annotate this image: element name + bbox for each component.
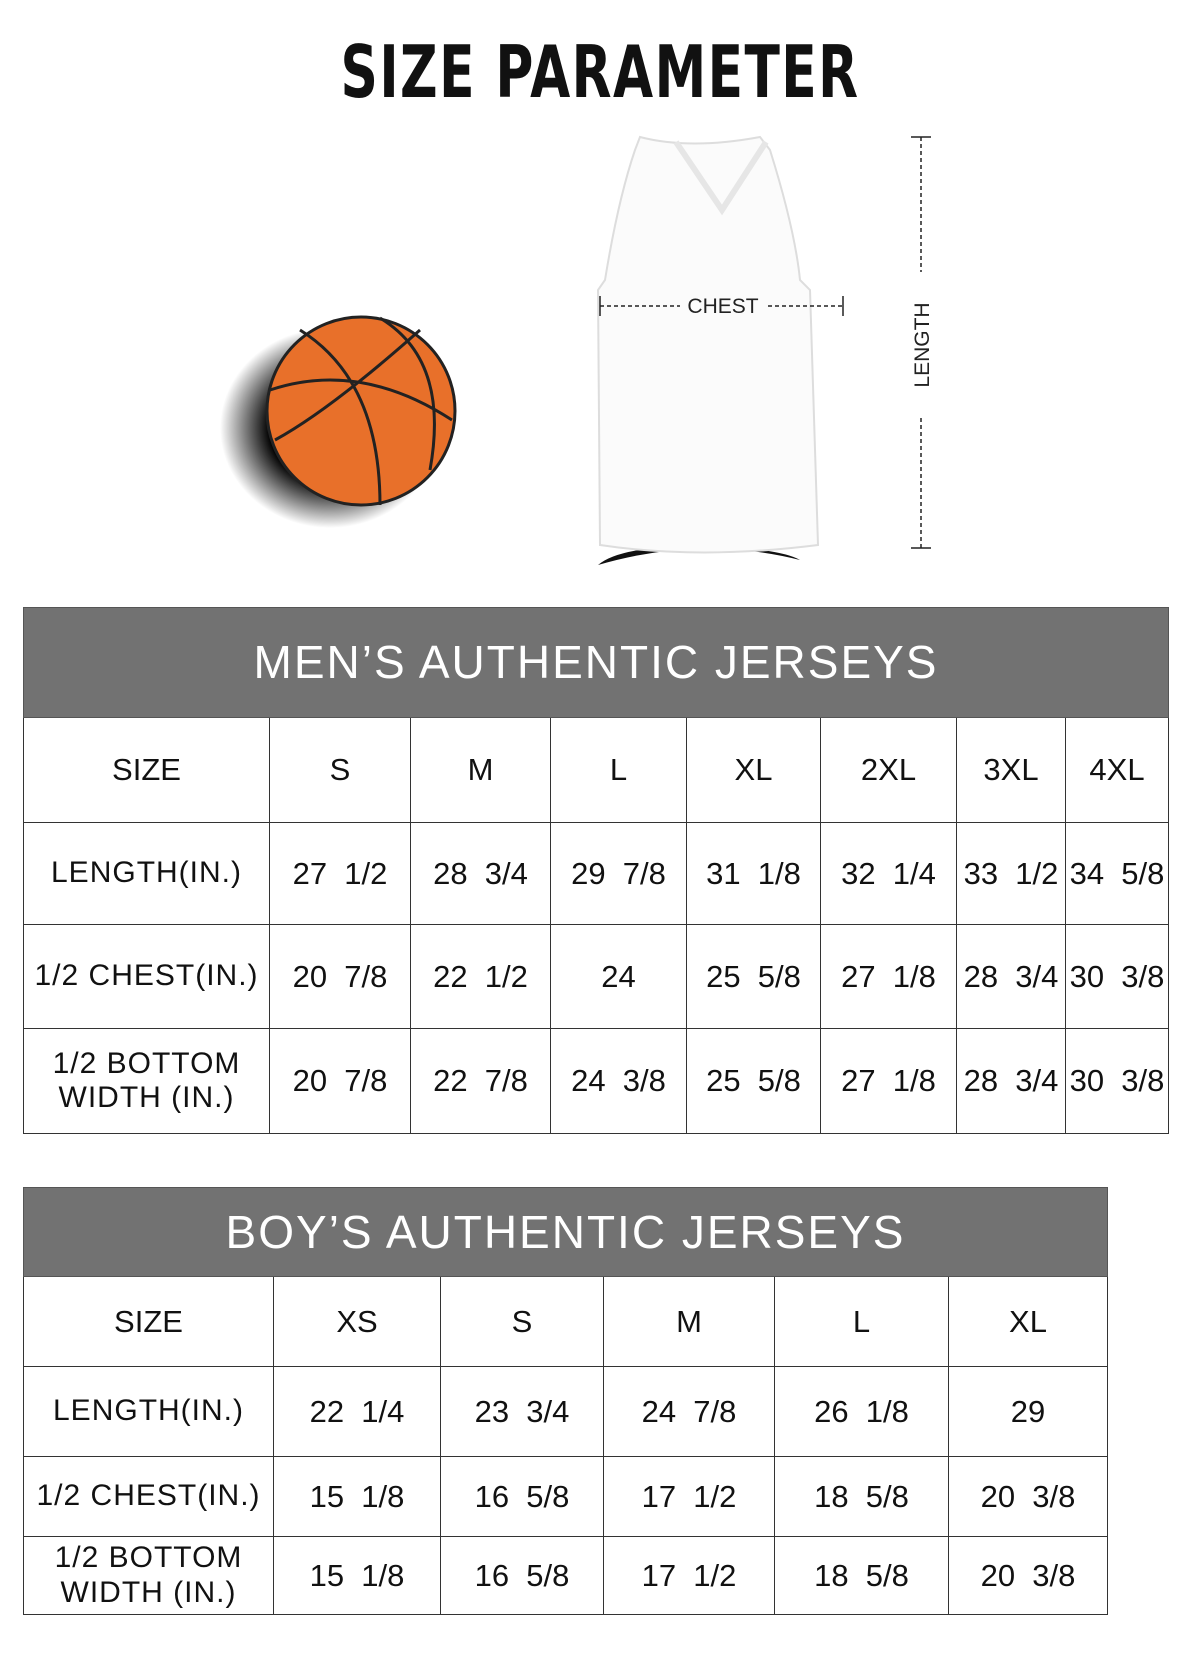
size-column-header: L <box>550 717 687 823</box>
measurement-cell: 22 1/4 <box>273 1366 441 1457</box>
table-row: 1/2 BOTTOM WIDTH (IN.) 15 1/8 16 5/8 17 1/2… <box>23 1536 1109 1615</box>
table-row: 1/2 CHEST(IN.) 15 1/8 16 5/8 17 1/2 18 5/8 20… <box>23 1456 1109 1537</box>
size-column-header: S <box>269 717 411 823</box>
table-row: 1/2 BOTTOM WIDTH (IN.) 20 7/8 22 7/8 24 3/8… <box>23 1028 1169 1134</box>
measurement-cell: 17 1/2 <box>603 1536 775 1615</box>
jersey-diagram: CHEST LENGTH <box>220 135 934 565</box>
measurement-cell: 27 1/8 <box>820 924 957 1029</box>
measurement-cell: 22 7/8 <box>410 1028 551 1134</box>
row-label: LENGTH(IN.) <box>23 1366 274 1457</box>
table-row: LENGTH(IN.) 22 1/4 23 3/4 24 7/8 26 1/8 29 <box>23 1366 1109 1457</box>
measurement-cell: 28 3/4 <box>956 924 1066 1029</box>
size-column-header: M <box>603 1276 775 1367</box>
measurement-cell: 17 1/2 <box>603 1456 775 1537</box>
row-label: 1/2 CHEST(IN.) <box>23 924 270 1029</box>
measurement-cell: 25 5/8 <box>686 924 821 1029</box>
mens-size-table: MEN’S AUTHENTIC JERSEYS SIZE S M L XL 2XL 3XL 4… <box>23 607 1169 1134</box>
measurement-cell: 24 7/8 <box>603 1366 775 1457</box>
size-column-header: XS <box>273 1276 441 1367</box>
measurement-cell: 24 <box>550 924 687 1029</box>
measurement-cell: 33 1/2 <box>956 822 1066 925</box>
chest-label: CHEST <box>687 295 758 318</box>
basketball-icon <box>220 315 457 528</box>
row-label: 1/2 CHEST(IN.) <box>23 1456 274 1537</box>
measurement-cell: 28 3/4 <box>956 1028 1066 1134</box>
measurement-cell: 20 3/8 <box>947 1456 1109 1537</box>
size-column-header: L <box>774 1276 949 1367</box>
measurement-cell: 32 1/4 <box>820 822 957 925</box>
boys-size-table: BOY’S AUTHENTIC JERSEYS SIZE XS S M L XL LENG… <box>22 1187 1109 1615</box>
measurement-cell: 27 1/2 <box>269 822 411 925</box>
size-header: SIZE <box>23 717 270 823</box>
measurement-cell: 22 1/2 <box>410 924 551 1029</box>
measurement-cell: 16 5/8 <box>440 1456 604 1537</box>
row-label: 1/2 BOTTOM WIDTH (IN.) <box>23 1536 274 1615</box>
size-column-header: 2XL <box>820 717 957 823</box>
mens-table-heading: MEN’S AUTHENTIC JERSEYS <box>23 607 1169 718</box>
row-label: 1/2 BOTTOM WIDTH (IN.) <box>23 1028 270 1134</box>
measurement-cell: 26 1/8 <box>774 1366 949 1457</box>
measurement-cell: 30 3/8 <box>1065 1028 1169 1134</box>
size-column-header: 4XL <box>1065 717 1169 823</box>
measurement-cell: 15 1/8 <box>273 1456 441 1537</box>
measurement-cell: 30 3/8 <box>1065 924 1169 1029</box>
measurement-cell: 23 3/4 <box>440 1366 604 1457</box>
size-column-header: XL <box>686 717 821 823</box>
jersey-image: CHEST <box>596 135 844 565</box>
length-indicator: LENGTH <box>911 136 934 549</box>
measurement-cell: 25 5/8 <box>686 1028 821 1134</box>
size-column-header: M <box>410 717 551 823</box>
boys-table-heading: BOY’S AUTHENTIC JERSEYS <box>22 1187 1109 1277</box>
measurement-cell: 15 1/8 <box>273 1536 441 1615</box>
measurement-cell: 20 3/8 <box>947 1536 1109 1615</box>
measurement-cell: 31 1/8 <box>686 822 821 925</box>
measurement-cell: 16 5/8 <box>440 1536 604 1615</box>
page-title: SIZE PARAMETER <box>340 30 860 114</box>
measurement-cell: 29 7/8 <box>550 822 687 925</box>
measurement-cell: 28 3/4 <box>410 822 551 925</box>
measurement-cell: 24 3/8 <box>550 1028 687 1134</box>
table-row: LENGTH(IN.) 27 1/2 28 3/4 29 7/8 31 1/8 32 1/… <box>23 822 1169 925</box>
table-row: 1/2 CHEST(IN.) 20 7/8 22 1/2 24 25 5/8 27 1/8… <box>23 924 1169 1029</box>
row-label: LENGTH(IN.) <box>23 822 270 925</box>
measurement-cell: 27 1/8 <box>820 1028 957 1134</box>
length-label: LENGTH <box>911 302 934 387</box>
size-column-header: S <box>440 1276 604 1367</box>
size-header: SIZE <box>23 1276 274 1367</box>
measurement-cell: 20 7/8 <box>269 1028 411 1134</box>
size-column-header: XL <box>947 1276 1109 1367</box>
size-column-header: 3XL <box>956 717 1066 823</box>
measurement-cell: 20 7/8 <box>269 924 411 1029</box>
measurement-cell: 18 5/8 <box>774 1536 949 1615</box>
measurement-cell: 29 <box>947 1366 1109 1457</box>
measurement-cell: 18 5/8 <box>774 1456 949 1537</box>
measurement-cell: 34 5/8 <box>1065 822 1169 925</box>
